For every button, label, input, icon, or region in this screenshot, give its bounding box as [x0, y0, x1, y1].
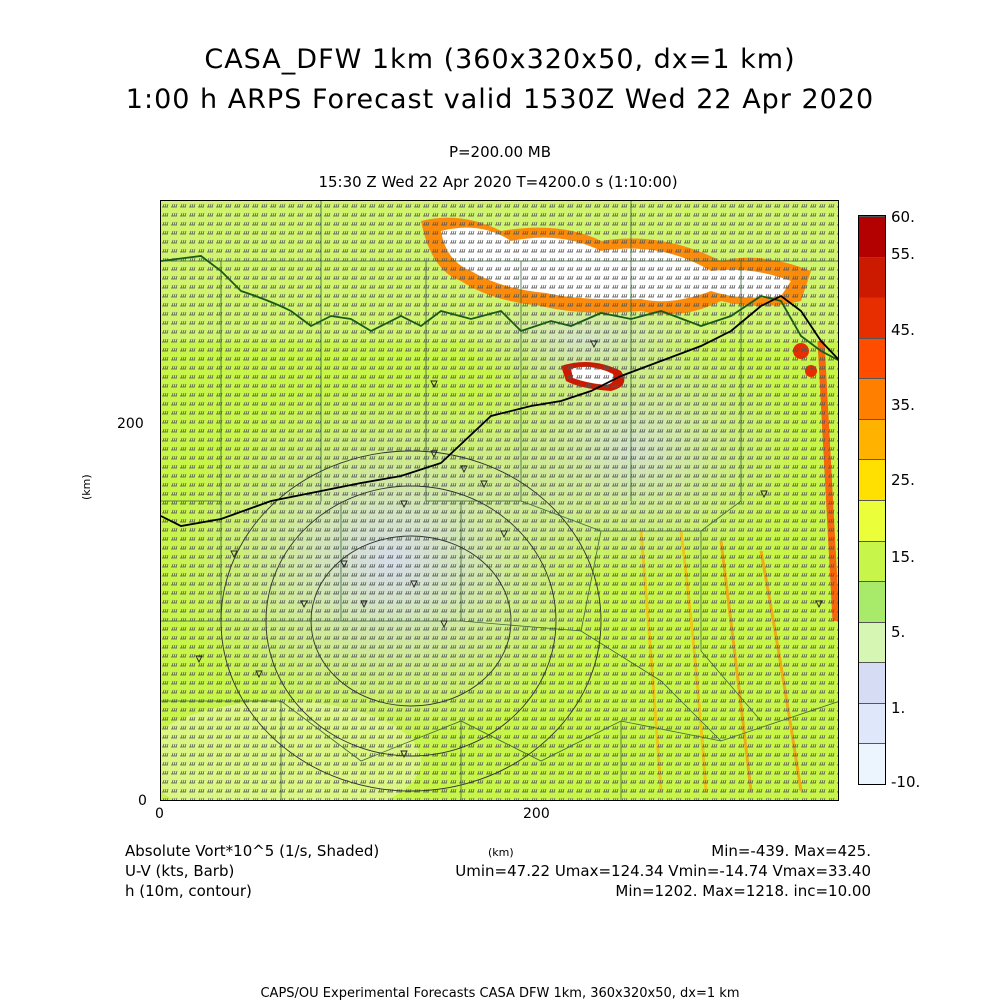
colorbar-label: 60. [891, 208, 915, 226]
colorbar-label: 45. [891, 321, 915, 339]
colorbar-label: -10. [891, 773, 921, 791]
x-axis-unit: (km) [488, 846, 514, 859]
var-height-label: h (10m, contour) [125, 882, 252, 900]
title-line-1: CASA_DFW 1km (360x320x50, dx=1 km) [204, 44, 796, 75]
x-tick-0: 0 [155, 806, 164, 822]
colorbar-segment [859, 216, 885, 257]
vorticity-stats: Min=-439. Max=425. [711, 842, 871, 860]
var-wind-label: U-V (kts, Barb) [125, 862, 235, 880]
colorbar-segment [859, 581, 885, 622]
colorbar-label: 15. [891, 548, 915, 566]
var-vorticity-label: Absolute Vort*10^5 (1/s, Shaded) [125, 842, 380, 860]
y-tick-200: 200 [117, 416, 144, 432]
colorbar-label: 1. [891, 699, 906, 717]
colorbar-segment [859, 378, 885, 419]
colorbar-segment [859, 459, 885, 500]
colorbar [858, 215, 886, 785]
colorbar-label: 35. [891, 396, 915, 414]
colorbar-segment [859, 337, 885, 379]
colorbar-segment [859, 662, 885, 703]
height-stats: Min=1202. Max=1218. inc=10.00 [615, 882, 871, 900]
region-boundary [161, 255, 838, 361]
colorbar-segment [859, 418, 885, 460]
colorbar-label: 5. [891, 623, 906, 641]
title-line-2: 1:00 h ARPS Forecast valid 1530Z Wed 22 … [125, 84, 875, 115]
colorbar-segment [859, 256, 885, 298]
colorbar-segment [859, 540, 885, 582]
state-boundary [161, 294, 838, 527]
x-tick-200: 200 [523, 806, 550, 822]
pressure-level: P=200.00 MB [448, 143, 552, 161]
radar-sites [195, 340, 823, 759]
height-contours [220, 450, 602, 792]
colorbar-segment [859, 621, 885, 663]
map-plot-area [160, 200, 839, 801]
colorbar-label: 25. [891, 471, 915, 489]
credit-line: CAPS/OU Experimental Forecasts CASA DFW … [260, 986, 740, 1001]
vorticity-map [161, 201, 838, 800]
valid-time: 15:30 Z Wed 22 Apr 2020 T=4200.0 s (1:10… [318, 173, 678, 191]
colorbar-segment [859, 702, 885, 744]
wind-stats: Umin=47.22 Umax=124.34 Vmin=-14.74 Vmax=… [455, 862, 871, 880]
colorbar-segment [859, 297, 885, 338]
colorbar-label: 55. [891, 245, 915, 263]
y-tick-0: 0 [138, 793, 147, 809]
colorbar-segment [859, 500, 885, 541]
y-axis-unit: (km) [80, 474, 93, 500]
colorbar-segment [859, 743, 885, 784]
